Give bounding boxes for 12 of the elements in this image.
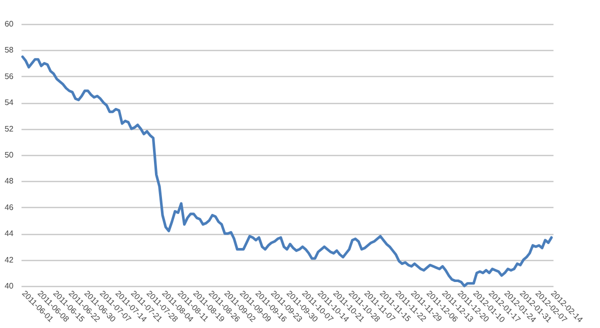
y-tick-label: 42 [4, 255, 14, 264]
y-tick-label: 40 [4, 282, 14, 290]
y-tick-label: 50 [4, 150, 14, 160]
y-tick-label: 48 [4, 176, 14, 186]
y-tick-label: 44 [4, 229, 14, 238]
line-series [21, 55, 553, 288]
y-tick-label: 56 [4, 72, 14, 81]
y-tick-label: 52 [4, 124, 14, 134]
y-tick-label: 60 [4, 20, 14, 28]
y-tick-label: 58 [4, 46, 14, 55]
y-tick-label: 54 [4, 98, 14, 108]
y-tick-label: 46 [4, 202, 14, 212]
